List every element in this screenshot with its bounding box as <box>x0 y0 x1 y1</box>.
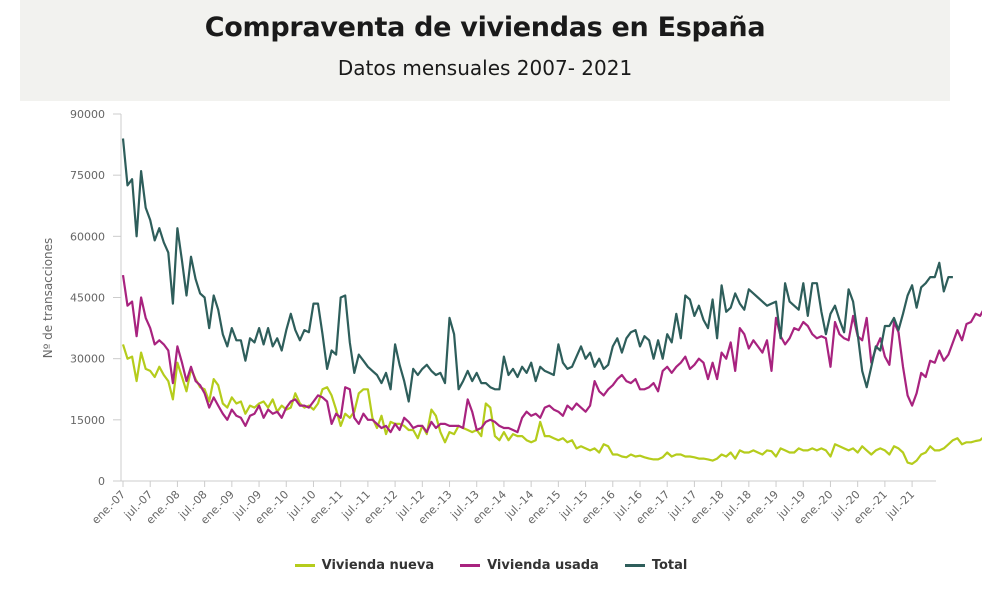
series-line-vivienda-nueva <box>121 344 982 465</box>
x-tick-label: jul.-21 <box>883 488 917 522</box>
series-line-total <box>121 138 953 403</box>
x-axis: ene.-07jul.-07ene.-08jul.-08ene.-09jul.-… <box>89 480 936 527</box>
legend-item-vivienda-usada[interactable]: Vivienda usada <box>460 558 599 573</box>
legend-swatch-total <box>624 564 645 567</box>
y-tick-label: 90000 <box>70 108 105 121</box>
legend-item-total[interactable]: Total <box>624 558 688 573</box>
y-tick-label: 75000 <box>70 169 105 182</box>
legend-label: Total <box>651 558 688 573</box>
y-tick-label: 30000 <box>70 353 105 366</box>
legend-swatch-nueva <box>294 564 315 567</box>
series-layer <box>121 138 982 465</box>
y-tick-label: 0 <box>98 475 105 488</box>
series-line-vivienda-usada <box>121 274 982 434</box>
x-tick-label: ene.-07 <box>89 488 128 527</box>
legend-swatch-usada <box>460 564 481 567</box>
chart-subtitle: Datos mensuales 2007- 2021 <box>337 56 633 80</box>
legend-label: Vivienda nueva <box>321 558 435 573</box>
legend: Vivienda nueva Vivienda usada Total <box>0 558 982 573</box>
y-tick-label: 15000 <box>70 414 105 427</box>
chart-header: Compraventa de viviendas en España Datos… <box>20 0 950 101</box>
y-tick-label: 60000 <box>70 230 105 243</box>
y-axis: 0 15000 30000 45000 60000 75000 90000 <box>70 108 122 488</box>
y-axis-title: Nº de transacciones <box>41 238 55 359</box>
legend-item-vivienda-nueva[interactable]: Vivienda nueva <box>294 558 435 573</box>
legend-label: Vivienda usada <box>487 558 599 573</box>
chart-title: Compraventa de viviendas en España <box>204 12 766 43</box>
y-tick-label: 45000 <box>70 292 105 305</box>
